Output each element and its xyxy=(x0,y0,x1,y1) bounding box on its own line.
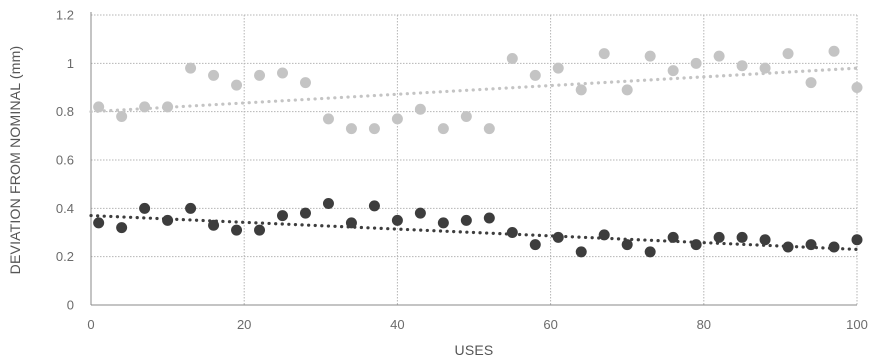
data-point-series-2 xyxy=(644,246,656,258)
y-tick-label: 0 xyxy=(67,298,74,313)
data-point-series-2 xyxy=(437,217,449,229)
tick-labels: 0 0.2 0.4 0.6 0.8 1 1.2 0 20 40 60 80 100 xyxy=(56,8,868,333)
data-point-series-2 xyxy=(185,202,197,214)
data-point-series-2 xyxy=(460,214,472,226)
data-point-series-1 xyxy=(552,62,564,74)
data-point-series-2 xyxy=(93,217,105,229)
data-point-series-1 xyxy=(414,103,426,115)
y-tick-label: 0.6 xyxy=(56,153,74,168)
data-point-series-1 xyxy=(162,101,174,113)
y-tick-label: 1 xyxy=(67,56,74,71)
data-point-series-2 xyxy=(529,239,541,251)
data-point-series-1 xyxy=(483,123,495,135)
data-point-series-1 xyxy=(391,113,403,125)
trendline-series-2 xyxy=(89,213,859,252)
data-point-series-1 xyxy=(460,111,472,122)
data-point-series-1 xyxy=(299,77,311,89)
data-point-series-1 xyxy=(805,77,817,89)
data-point-series-2 xyxy=(208,219,220,231)
data-point-series-1 xyxy=(368,123,380,135)
data-point-series-2 xyxy=(254,224,266,236)
data-point-series-1 xyxy=(759,62,771,74)
data-point-series-1 xyxy=(437,123,449,135)
data-point-series-1 xyxy=(116,111,128,122)
data-point-series-2 xyxy=(759,234,771,246)
data-point-series-1 xyxy=(322,113,334,125)
data-point-series-1 xyxy=(851,82,863,93)
data-point-series-2 xyxy=(277,210,288,222)
data-point-series-1 xyxy=(506,53,518,64)
data-points xyxy=(93,45,863,258)
data-point-series-1 xyxy=(345,123,357,135)
data-point-series-1 xyxy=(139,101,151,113)
data-point-series-1 xyxy=(690,57,702,69)
data-point-series-2 xyxy=(483,212,495,224)
x-tick-label: 20 xyxy=(237,317,251,332)
data-point-series-2 xyxy=(391,214,403,226)
data-point-series-2 xyxy=(116,222,128,234)
x-tick-label: 0 xyxy=(87,317,94,332)
data-point-series-2 xyxy=(552,231,564,243)
data-point-series-1 xyxy=(185,62,197,74)
x-axis-title: USES xyxy=(455,342,494,358)
data-point-series-1 xyxy=(621,84,633,96)
data-point-series-2 xyxy=(162,214,174,226)
data-point-series-2 xyxy=(667,231,679,243)
data-point-series-1 xyxy=(736,60,748,72)
trendlines xyxy=(89,66,859,252)
data-point-series-2 xyxy=(368,200,380,212)
data-point-series-2 xyxy=(713,231,725,243)
y-tick-label: 1.2 xyxy=(56,8,74,23)
x-tick-label: 60 xyxy=(543,317,557,332)
x-tick-label: 100 xyxy=(846,317,868,332)
data-point-series-2 xyxy=(851,234,863,246)
data-point-series-2 xyxy=(506,227,518,238)
data-point-series-2 xyxy=(736,231,748,243)
data-point-series-1 xyxy=(93,101,105,113)
data-point-series-1 xyxy=(277,67,288,79)
data-point-series-1 xyxy=(575,84,587,96)
data-point-series-1 xyxy=(254,69,266,81)
data-point-series-2 xyxy=(322,198,334,209)
data-point-series-2 xyxy=(690,239,702,251)
data-point-series-2 xyxy=(782,241,794,253)
x-tick-label: 80 xyxy=(697,317,711,332)
data-point-series-2 xyxy=(299,207,311,219)
data-point-series-1 xyxy=(667,65,679,77)
y-tick-label: 0.8 xyxy=(56,104,74,119)
x-tick-label: 40 xyxy=(390,317,404,332)
data-point-series-1 xyxy=(598,48,610,60)
data-point-series-1 xyxy=(782,48,794,60)
data-point-series-1 xyxy=(208,69,220,81)
data-point-series-2 xyxy=(231,224,243,236)
y-tick-label: 0.4 xyxy=(56,201,74,216)
data-point-series-1 xyxy=(529,69,541,81)
axes xyxy=(90,12,857,306)
data-point-series-2 xyxy=(139,202,151,214)
data-point-series-1 xyxy=(231,79,243,91)
data-point-series-2 xyxy=(828,241,840,253)
grid xyxy=(91,14,858,305)
data-point-series-2 xyxy=(598,229,610,241)
data-point-series-2 xyxy=(345,217,357,229)
data-point-series-2 xyxy=(805,239,817,251)
data-point-series-2 xyxy=(621,239,633,251)
y-tick-label: 0.2 xyxy=(56,249,74,264)
data-point-series-2 xyxy=(575,246,587,258)
data-point-series-2 xyxy=(414,207,426,219)
trendline-series-1 xyxy=(89,66,859,114)
y-axis-title: DEVIATION FROM NOMINAL (mm) xyxy=(7,46,23,275)
data-point-series-1 xyxy=(828,45,840,57)
data-point-series-1 xyxy=(713,50,725,62)
data-point-series-1 xyxy=(644,50,656,62)
